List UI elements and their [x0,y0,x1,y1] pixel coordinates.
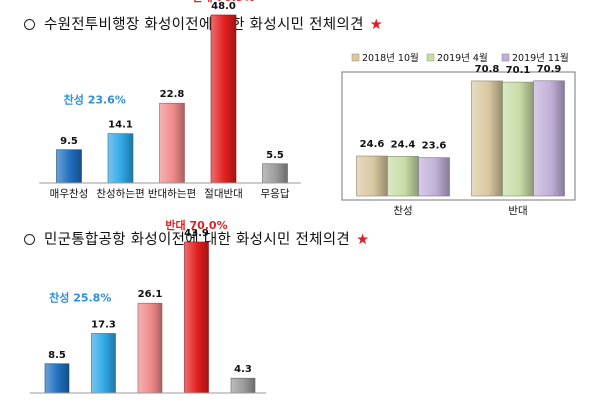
legend-swatch [501,53,510,62]
data-label: 48.0 [211,1,236,12]
bar [230,377,256,394]
bar [91,333,116,394]
bar [262,163,288,184]
heading-1-text: 수원전투비행장 화성이전에 대한 화성시민 전체의견 [44,17,364,33]
annotation-oppose: 반대 70.0% [165,218,227,232]
bar [137,302,163,394]
chart-3: 8.5 17.3 26.1 43.9 4.3 찬성 25.8% 반대 70.0% [29,218,267,394]
data-label: 24.4 [391,139,416,150]
data-label: 4.3 [234,364,252,375]
heading-1: 수원전투비행장 화성이전에 대한 화성시민 전체의견 ★ [24,13,383,34]
bar [56,149,82,184]
chart-2: 24.6 24.4 23.6 찬성 70.8 70.1 70.9 반대 2018년 10월 201… [341,52,576,217]
bar [418,157,450,197]
data-label: 8.5 [48,350,66,361]
data-label: 70.8 [475,64,500,75]
data-label: 26.1 [138,289,163,300]
data-label: 22.8 [160,89,185,100]
data-label: 17.3 [91,319,116,330]
tick-label: 절대반대 [204,187,243,200]
tick-label: 무응답 [261,188,290,200]
bar [356,155,388,197]
legend-swatch [426,53,435,62]
tick-label: 찬성 [393,205,412,217]
chart-1: 9.5 매우찬성 14.1 찬성하는편 22.8 반대하는편 48.0 절대반대 5.5 무응답 찬… [39,0,301,200]
data-label: 9.5 [60,136,78,147]
tick-label: 매우찬성 [50,188,89,200]
heading-2-text: 민군통합공항 화성이전에 대한 화성시민 전체의견 [44,232,351,248]
data-label: 70.1 [506,65,531,76]
tick-label: 반대하는편 [148,187,196,200]
data-label: 70.9 [537,64,562,75]
circle-bullet-icon [24,234,35,245]
star-icon: ★ [356,232,370,248]
annotation-support: 찬성 25.8% [49,290,111,304]
star-icon: ★ [369,17,384,33]
bar [159,102,185,184]
annotation-support: 찬성 23.6% [64,93,126,107]
bar [44,363,70,394]
legend-entry: 2019년 4월 [437,52,488,64]
bar [387,156,419,197]
legend-entry: 2019년 11월 [512,52,569,64]
data-label: 14.1 [108,120,133,131]
bar [533,80,565,197]
tick-label: 반대 [508,205,527,217]
circle-bullet-icon [24,19,35,30]
tick-label: 찬성하는편 [96,187,144,200]
bar [471,80,503,197]
data-label: 23.6 [422,141,447,152]
bar [502,81,534,197]
data-label: 24.6 [360,139,385,150]
bar [210,14,237,184]
bar [184,241,209,394]
legend-swatch [351,53,360,62]
annotation-oppose: 반대 70.9% [192,0,254,4]
legend-entry: 2018년 10월 [362,52,419,64]
data-label: 5.5 [266,150,284,161]
bar [107,133,134,184]
plot-frame [341,71,576,201]
data-label: 43.9 [184,228,209,239]
heading-2: 민군통합공항 화성이전에 대한 화성시민 전체의견 ★ [24,228,369,249]
